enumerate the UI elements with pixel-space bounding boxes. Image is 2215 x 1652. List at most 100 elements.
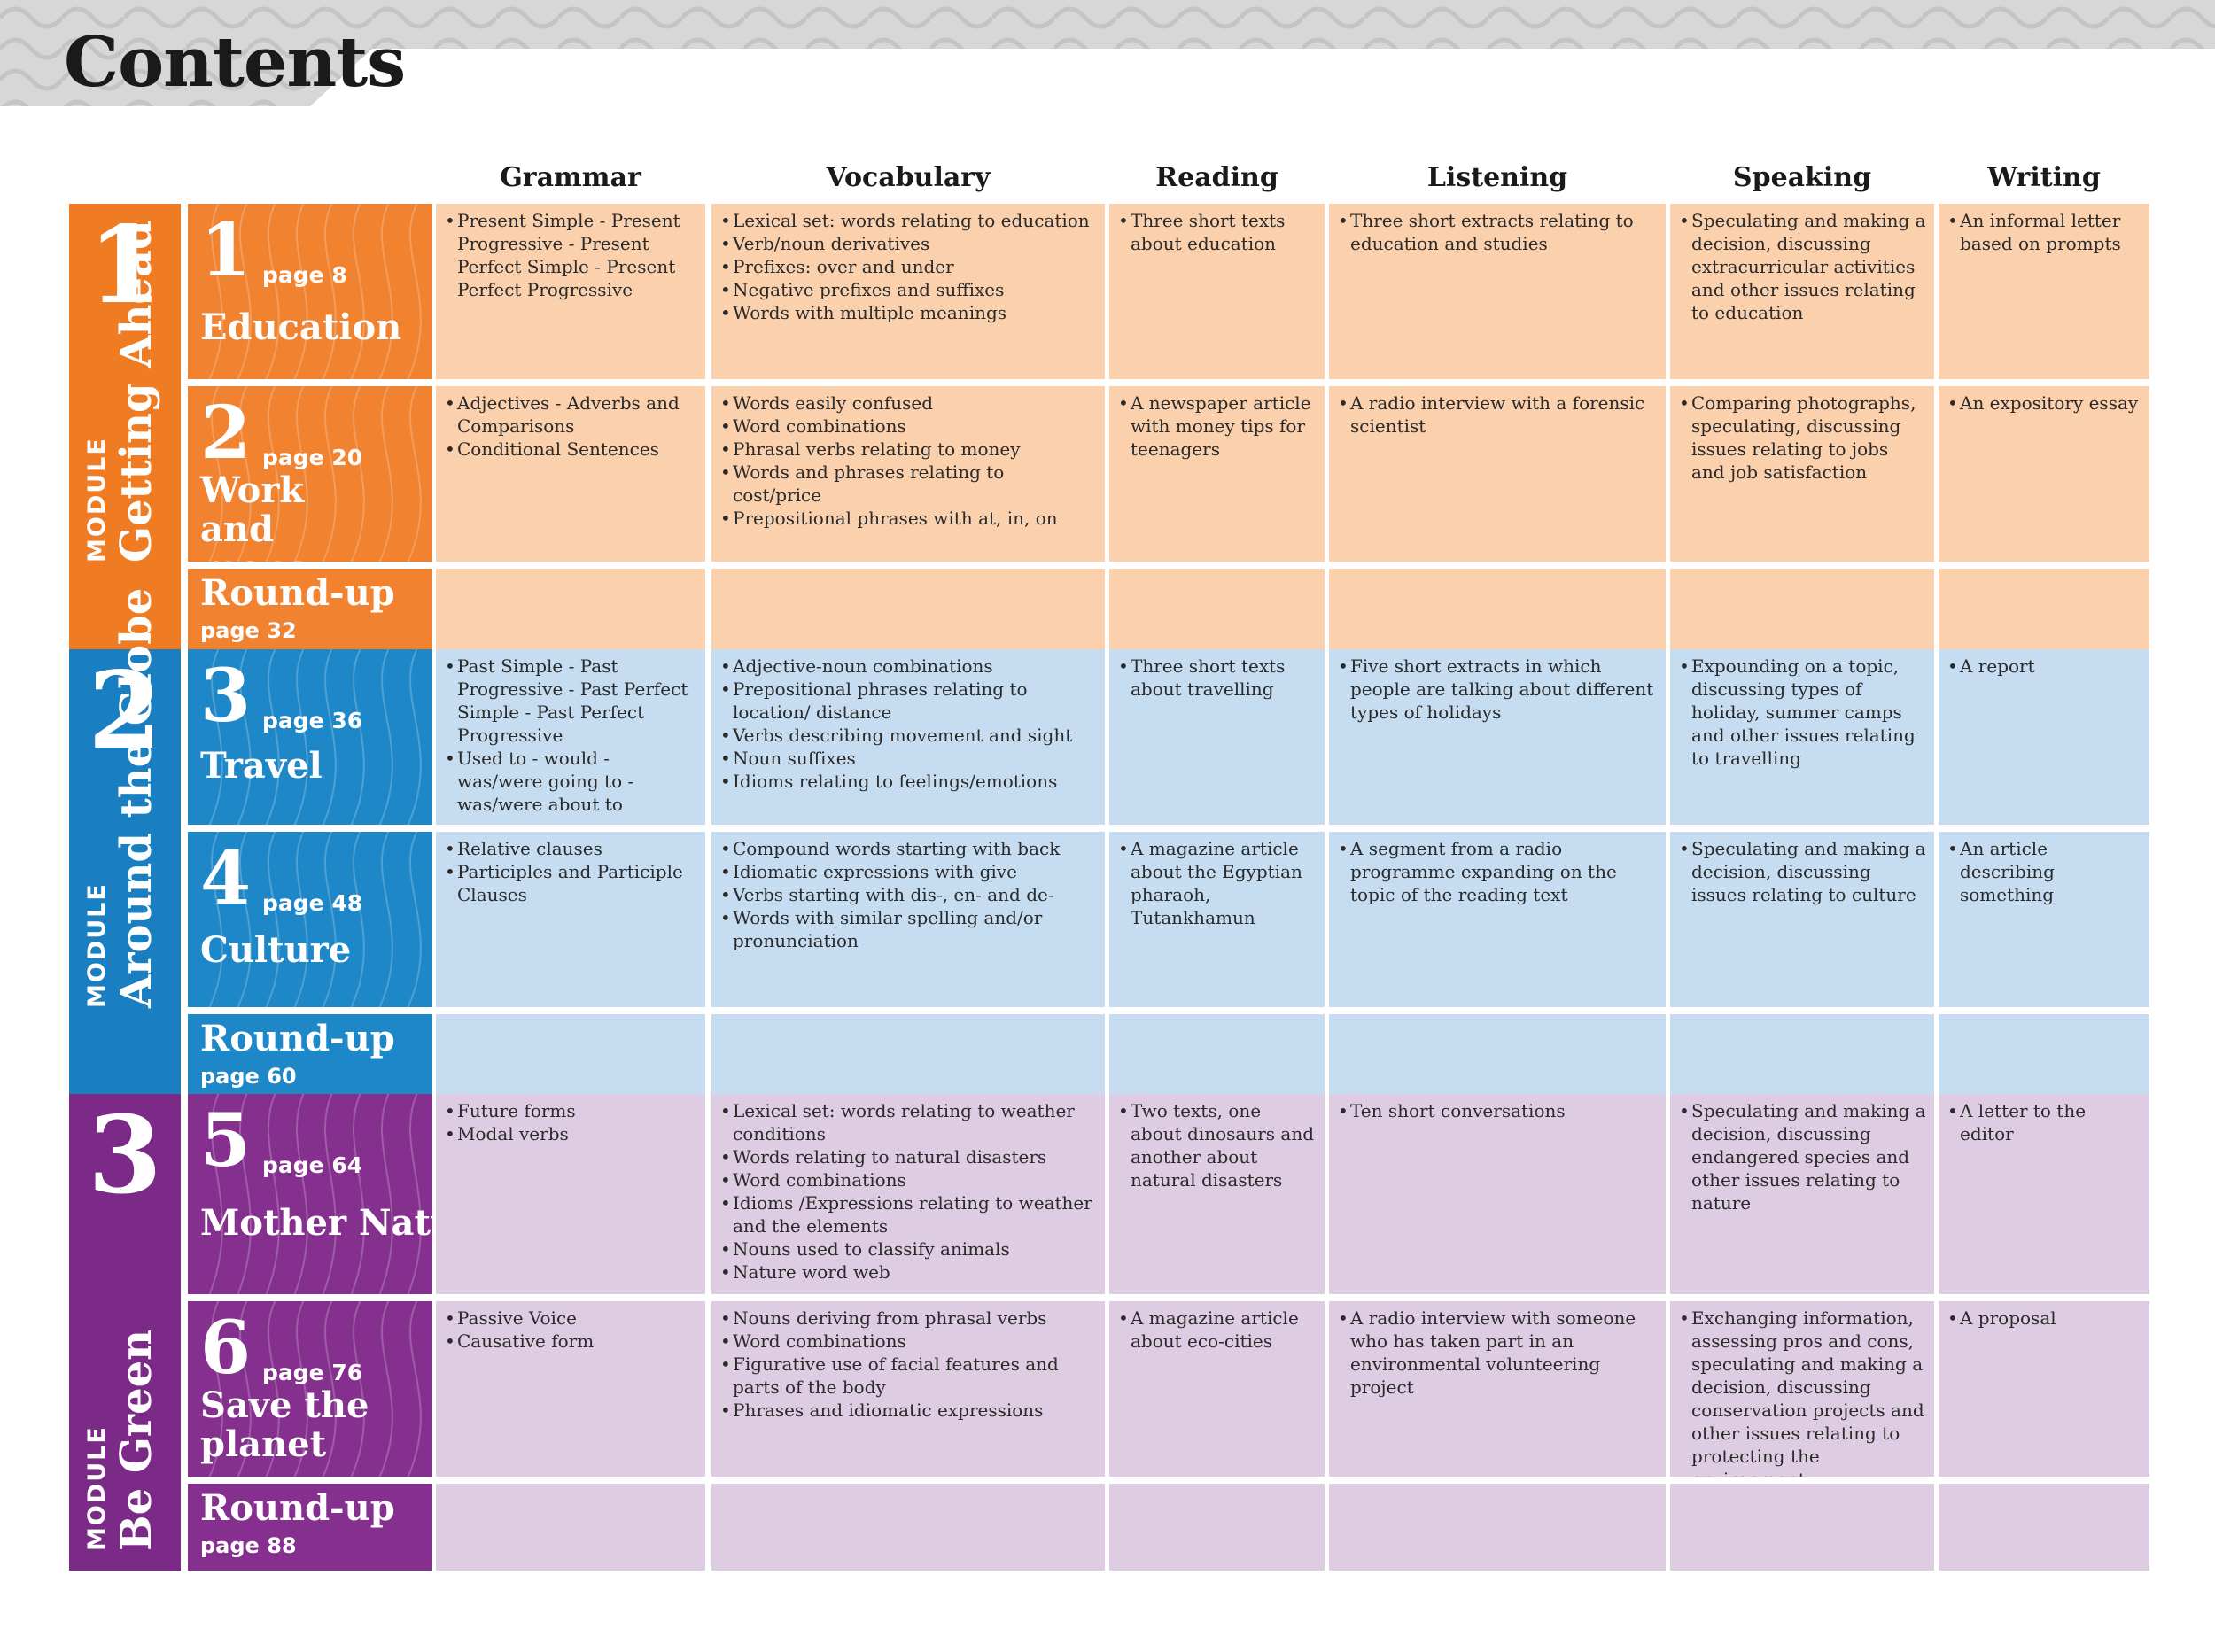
list-item: Present Simple - Present Progressive - P… — [445, 209, 698, 301]
list-item: A newspaper article with money tips for … — [1118, 392, 1317, 461]
module-word: MODULE — [83, 437, 111, 562]
list-item: Words with similar spelling and/or pronu… — [720, 906, 1098, 952]
cell-list: Nouns deriving from phrasal verbsWord co… — [720, 1307, 1098, 1422]
cell-speaking: Comparing photographs, speculating, disc… — [1670, 386, 1934, 562]
roundup-cell-writing — [1939, 1484, 2149, 1571]
wave-pattern — [208, 386, 422, 562]
list-item: Nouns deriving from phrasal verbs — [720, 1307, 1098, 1330]
roundup-cell-grammar — [436, 1484, 705, 1571]
cell-list: Lexical set: words relating to weather c… — [720, 1099, 1098, 1284]
list-item: Five short extracts in which people are … — [1338, 655, 1659, 724]
list-item: Used to - would - was/were going to - wa… — [445, 747, 698, 816]
cell-grammar: Adjectives - Adverbs and ComparisonsCond… — [436, 386, 705, 562]
unit-tile-1[interactable]: 1 page 8 Education — [188, 204, 432, 379]
cell-vocabulary: Lexical set: words relating to education… — [711, 204, 1105, 379]
column-header-listening: Listening — [1426, 162, 1568, 193]
cell-list: Exchanging information, assessing pros a… — [1679, 1307, 1927, 1477]
list-item: Comparing photographs, speculating, disc… — [1679, 392, 1927, 484]
cell-list: Adjectives - Adverbs and ComparisonsCond… — [445, 392, 698, 461]
list-item: Figurative use of facial features and pa… — [720, 1353, 1098, 1399]
roundup-tile[interactable]: Round-up page 88 — [188, 1484, 432, 1571]
cell-list: Adjective-noun combinationsPrepositional… — [720, 655, 1098, 793]
list-item: Words easily confused — [720, 392, 1098, 415]
roundup-title: Round-up — [200, 572, 395, 614]
module-word: MODULE — [83, 1425, 111, 1551]
list-item: A segment from a radio programme expandi… — [1338, 837, 1659, 906]
list-item: Verbs starting with dis-, en- and de- — [720, 883, 1098, 906]
list-item: Passive Voice — [445, 1307, 698, 1330]
roundup-cell-writing — [1939, 1014, 2149, 1101]
roundup-page-ref: page 32 — [200, 618, 297, 643]
page-title: Contents — [64, 22, 406, 103]
cell-list: Three short extracts relating to educati… — [1338, 209, 1659, 255]
roundup-cell-grammar — [436, 569, 705, 655]
list-item: Lexical set: words relating to education — [720, 209, 1098, 232]
list-item: Words and phrases relating to cost/price — [720, 461, 1098, 507]
cell-reading: Two texts, one about dinosaurs and anoth… — [1109, 1094, 1325, 1294]
cell-list: Five short extracts in which people are … — [1338, 655, 1659, 724]
cell-list: Speculating and making a decision, discu… — [1679, 837, 1927, 906]
unit-tile-6[interactable]: 6 page 76 Save the planet — [188, 1301, 432, 1477]
unit-tile-4[interactable]: 4 page 48 Culture — [188, 832, 432, 1007]
list-item: Word combinations — [720, 1330, 1098, 1353]
list-item: Ten short conversations — [1338, 1099, 1659, 1122]
cell-writing: An expository essay — [1939, 386, 2149, 562]
module-name: Around the Globe — [112, 587, 161, 1008]
list-item: An article describing something — [1947, 837, 2142, 906]
list-item: A report — [1947, 655, 2142, 678]
unit-number: 4 — [200, 836, 252, 921]
list-item: Word combinations — [720, 1168, 1098, 1191]
cell-speaking: Speculating and making a decision, discu… — [1670, 1094, 1934, 1294]
unit-title: Education — [200, 306, 402, 348]
cell-grammar: Past Simple - Past Progressive - Past Pe… — [436, 649, 705, 825]
wave-pattern — [208, 1094, 422, 1294]
roundup-page-ref: page 60 — [200, 1064, 297, 1089]
cell-list: Expounding on a topic, discussing types … — [1679, 655, 1927, 770]
cell-list: Three short texts about education — [1118, 209, 1317, 255]
list-item: Adjective-noun combinations — [720, 655, 1098, 678]
cell-reading: Three short texts about education — [1109, 204, 1325, 379]
cell-list: A letter to the editor — [1947, 1099, 2142, 1145]
module-band-2: 2 MODULE Around the Globe — [69, 588, 181, 1101]
unit-title: Culture — [200, 929, 352, 971]
cell-reading: Three short texts about travelling — [1109, 649, 1325, 825]
list-item: A radio interview with a forensic scient… — [1338, 392, 1659, 438]
unit-title: Mother Nature — [200, 1202, 432, 1244]
list-item: A magazine article about the Egyptian ph… — [1118, 837, 1317, 929]
roundup-tile[interactable]: Round-up page 60 — [188, 1014, 432, 1101]
cell-speaking: Exchanging information, assessing pros a… — [1670, 1301, 1934, 1477]
list-item: Verbs describing movement and sight — [720, 724, 1098, 747]
cell-grammar: Present Simple - Present Progressive - P… — [436, 204, 705, 379]
list-item: Words relating to natural disasters — [720, 1145, 1098, 1168]
list-item: Compound words starting with back — [720, 837, 1098, 860]
cell-listening: A radio interview with a forensic scient… — [1329, 386, 1666, 562]
list-item: Speculating and making a decision, discu… — [1679, 837, 1927, 906]
list-item: Idioms /Expressions relating to weather … — [720, 1191, 1098, 1237]
column-header-speaking: Speaking — [1732, 162, 1872, 193]
list-item: A radio interview with someone who has t… — [1338, 1307, 1659, 1399]
cell-list: Compound words starting with backIdiomat… — [720, 837, 1098, 952]
roundup-cell-vocabulary — [711, 1014, 1105, 1101]
cell-writing: A proposal — [1939, 1301, 2149, 1477]
roundup-cell-writing — [1939, 569, 2149, 655]
roundup-cell-vocabulary — [711, 1484, 1105, 1571]
unit-number: 5 — [200, 1098, 252, 1183]
cell-listening: Five short extracts in which people are … — [1329, 649, 1666, 825]
list-item: Phrases and idiomatic expressions — [720, 1399, 1098, 1422]
cell-list: A segment from a radio programme expandi… — [1338, 837, 1659, 906]
list-item: A letter to the editor — [1947, 1099, 2142, 1145]
cell-vocabulary: Words easily confusedWord combinationsPh… — [711, 386, 1105, 562]
cell-listening: A radio interview with someone who has t… — [1329, 1301, 1666, 1477]
roundup-tile[interactable]: Round-up page 32 — [188, 569, 432, 655]
list-item: Words with multiple meanings — [720, 301, 1098, 324]
cell-grammar: Relative clausesParticiples and Particip… — [436, 832, 705, 1007]
list-item: Expounding on a topic, discussing types … — [1679, 655, 1927, 770]
unit-tile-5[interactable]: 5 page 64 Mother Nature — [188, 1094, 432, 1294]
unit-tile-3[interactable]: 3 page 36 Travel — [188, 649, 432, 825]
unit-page-ref: page 20 — [262, 445, 363, 470]
list-item: Three short texts about education — [1118, 209, 1317, 255]
module-label: MODULE Getting Ahead — [83, 220, 161, 562]
module-band-3: 3 MODULE Be Green — [69, 1094, 181, 1571]
roundup-cell-reading — [1109, 569, 1325, 655]
